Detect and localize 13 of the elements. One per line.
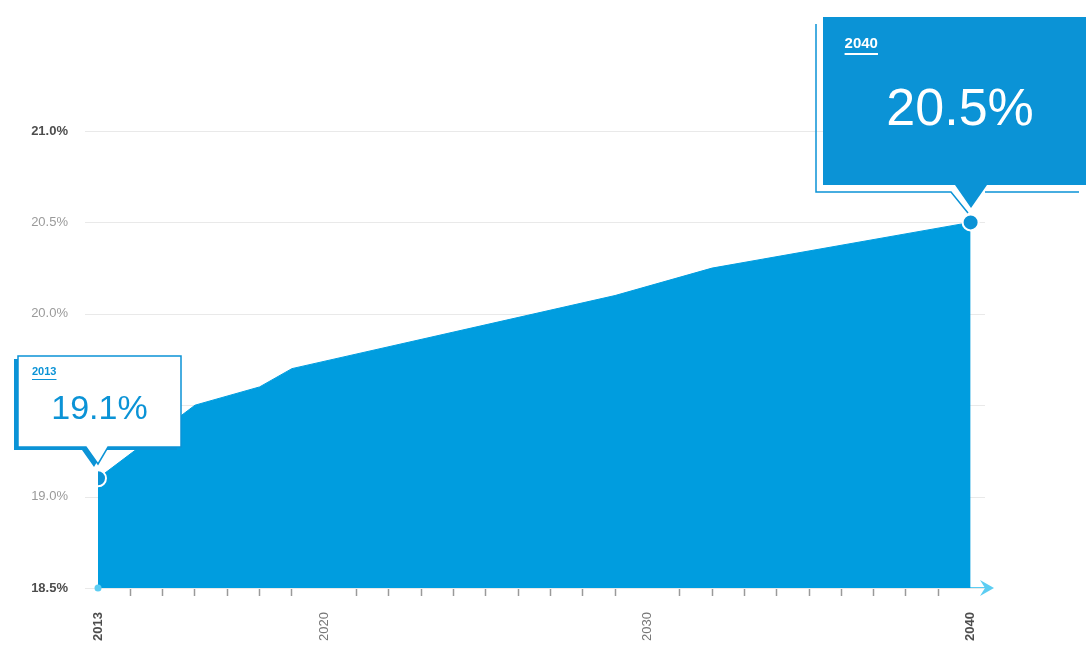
y-tick-label: 18.5% [31,579,69,595]
x-tick-label: 2030 [639,612,654,641]
x-tick-label: 2040 [962,612,978,641]
x-tick-label: 2020 [315,612,331,641]
data-label: 19.1% [51,388,148,427]
y-tick-label: 20.5% [31,213,69,229]
y-tick-label: 19.0% [31,488,69,504]
text: 2013 [32,365,57,378]
data-label: 20.5% [886,78,1034,137]
y-tick-label: 21.0% [31,122,69,138]
y-tick-label: 20.0% [31,305,69,321]
text: 2040 [844,34,878,52]
x-tick-label: 2013 [89,612,105,641]
